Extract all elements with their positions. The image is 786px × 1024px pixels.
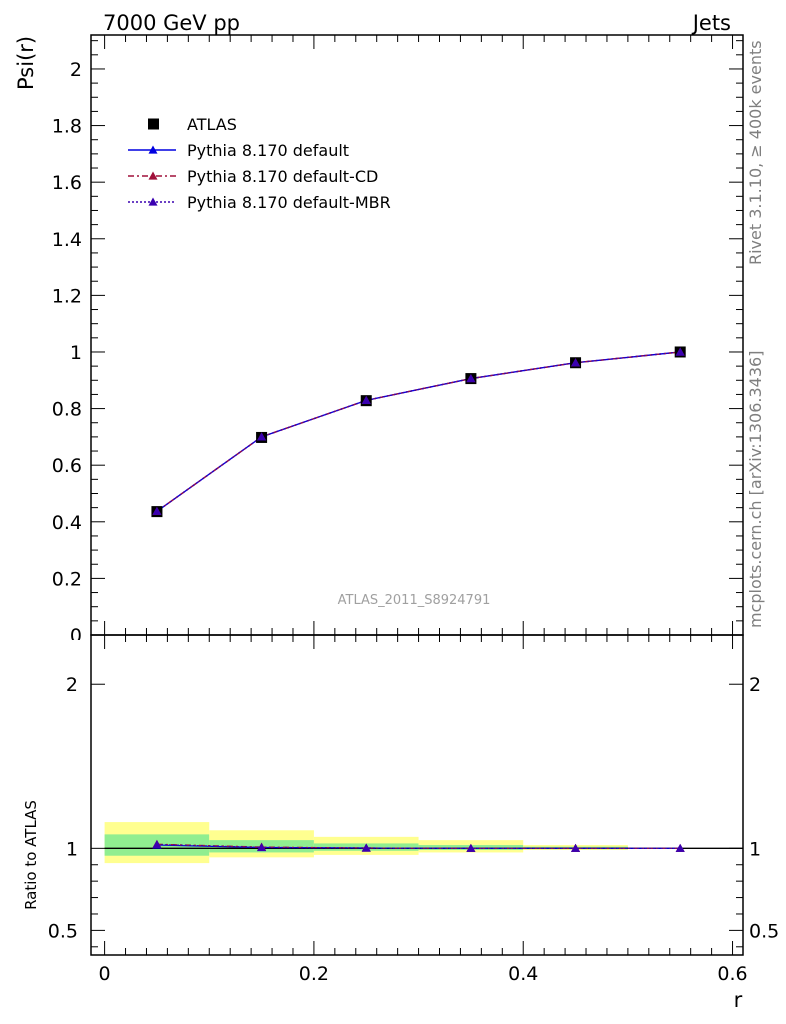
watermark: ATLAS_2011_S8924791 [338,593,491,608]
main-series-line-1 [156,351,681,512]
main-y-tick-label: 1.8 [52,116,82,138]
ratio-x-tick-label: 0 [99,963,111,985]
main-series-point-3 [571,358,581,367]
legend: ATLAS Pythia 8.170 default Pythia 8.170 de… [128,115,391,212]
ratio-x-tick-label: 0.4 [508,963,538,985]
ratio-y-tick-label-right: 1 [749,838,761,860]
ratio-series-line-2 [156,843,681,849]
legend-marker-1 [148,145,158,154]
ratio-y-tick-label-right: 2 [749,674,761,696]
main-y-tick-label-zero: 0 [70,625,82,647]
ratio-y-axis-label: Ratio to ATLAS [22,800,40,910]
ratio-series-point-2 [257,842,267,851]
main-series-line-3 [156,351,681,512]
ratio-series-point-2 [571,843,581,852]
main-y-tick-label: 1.2 [52,285,82,307]
header-left: 7000 GeV pp [103,11,240,35]
ratio-y-tick-label-right: 0.5 [749,920,779,942]
main-y-tick-label: 1.6 [52,172,82,194]
legend-marker-3 [148,197,158,206]
main-series-point-3 [675,347,685,356]
main-series-point-3 [152,506,162,515]
main-panel: 0.2 0.4 0.6 0.8 1 1.2 1.4 1.6 1.8 2 0 [52,34,744,647]
ratio-series-point-2 [675,843,685,852]
main-y-tick-label: 0.4 [52,512,82,534]
side-label-rivet: Rivet 3.1.10, ≥ 400k events [746,40,765,265]
main-series-point-3 [361,395,371,404]
main-y-axis-label: Psi(r) [14,36,38,90]
legend-label-0: ATLAS [187,115,237,134]
ratio-frame [90,634,744,956]
main-y-tick-label: 1 [70,342,82,364]
ratio-series-point-2 [466,843,476,852]
legend-marker-2 [148,171,158,180]
legend-label-3: Pythia 8.170 default-MBR [187,193,391,212]
main-series-point-3 [466,374,476,383]
ratio-series-point-2 [152,840,162,849]
ratio-y-tick-label: 2 [66,674,78,696]
header-right: Jets [691,11,731,35]
legend-marker-atlas [148,118,159,130]
ratio-x-tick-label: 0.2 [299,963,329,985]
ratio-x-tick-label: 0.6 [717,963,747,985]
main-y-tick-label: 0.8 [52,399,82,421]
ratio-y-tick-label: 1 [66,838,78,860]
legend-label-1: Pythia 8.170 default [187,141,349,160]
x-axis-label: r [734,988,743,1012]
ratio-series-point-2 [361,843,371,852]
main-series-point-3 [257,432,267,441]
ratio-panel: 0 0.2 0.4 0.60.5 0.51 12 2 [48,634,779,985]
ratio-y-tick-label: 0.5 [48,920,78,942]
main-y-tick-label: 2 [70,59,82,81]
side-label-mcplots: mcplots.cern.ch [arXiv:1306.3436] [746,351,765,628]
legend-label-2: Pythia 8.170 default-CD [187,167,378,186]
main-y-tick-label: 0.2 [52,568,82,590]
main-y-tick-label: 0.6 [52,455,82,477]
main-series-line-2 [156,351,681,512]
main-y-tick-label: 1.4 [52,229,82,251]
